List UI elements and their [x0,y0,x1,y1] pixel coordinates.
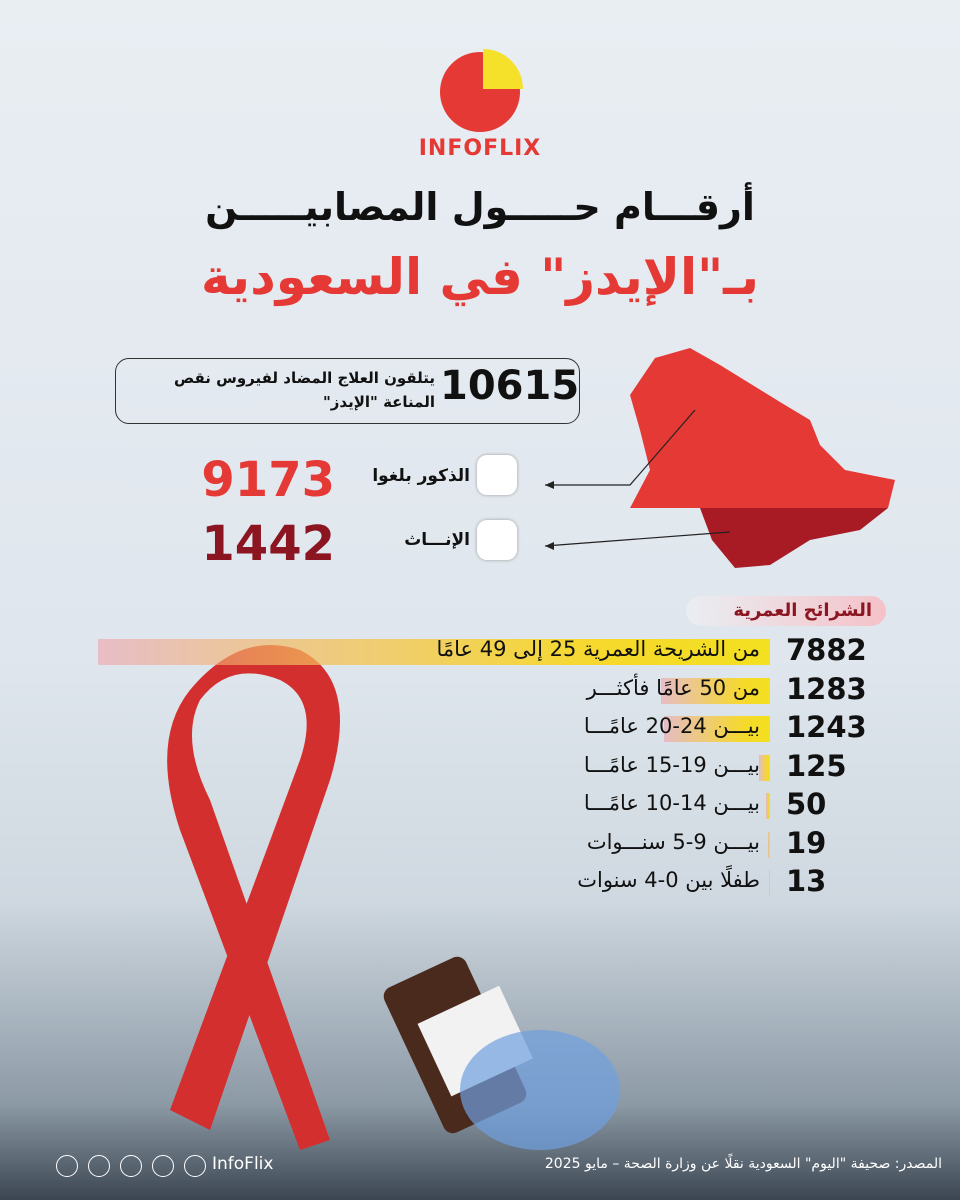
social-icon[interactable] [56,1155,78,1177]
age-label: بيـــن 14-10 عامًـــا [583,791,760,815]
total-value: 10615 [440,363,580,409]
logo-text: INFOFLIX [418,136,542,161]
males-label: الذكور بلغوا [372,466,470,486]
age-label: بيـــن 19-15 عامًـــا [583,752,760,777]
age-value: 7882 [786,633,867,667]
age-label: طفلًا بين 0-4 سنوات [577,868,760,892]
age-bar [768,870,770,896]
females-value: 1442 [201,516,335,572]
male-icon [477,455,517,495]
males-value: 9173 [201,452,335,508]
age-value: 50 [786,787,827,821]
age-bar [765,793,770,819]
age-value: 13 [786,864,827,898]
females-label: الإنـــاث [404,530,470,550]
footer-source: المصدر: صحيفة "اليوم" السعودية نقلًا عن … [544,1156,942,1172]
social-icon[interactable] [152,1155,174,1177]
ribbon [167,645,340,1150]
footer-handle[interactable]: InfoFlix [212,1154,274,1174]
age-label: بيـــن 24-20 عامًـــا [583,714,760,738]
age-label: بيـــن 9-5 سنـــوات [586,829,760,854]
age-label: من 50 عامًا فأكثـــر [586,675,760,700]
title-line2: بـ"الإيدز" في السعودية [200,248,760,306]
map [544,348,895,568]
social-icon[interactable] [120,1155,142,1177]
age-bar [664,716,770,742]
age-bar [660,677,770,704]
total-text: يتلقون العلاج المضاد لفيروس نقص المناعة … [174,369,435,411]
age-heading-text: الشرائح العمرية [733,600,872,621]
social-icon[interactable] [88,1155,110,1177]
social-icon[interactable] [184,1155,206,1177]
age-label: من الشريحة العمرية 25 إلى 49 عامًا [436,637,761,661]
title-line1: أرقـــام حـــــول المصابيـــــن [205,185,755,229]
age-value: 125 [786,748,847,783]
age-value: 1243 [786,710,867,744]
age-value: 1283 [786,671,867,706]
age-bar [98,639,770,665]
age-bar [768,831,770,858]
female-icon [477,520,517,560]
vial [383,956,620,1150]
age-bar [759,754,770,781]
age-heading: الشرائح العمرية [686,596,886,626]
logo-pie [440,49,523,132]
age-value: 19 [786,825,827,860]
total-box [115,358,580,424]
